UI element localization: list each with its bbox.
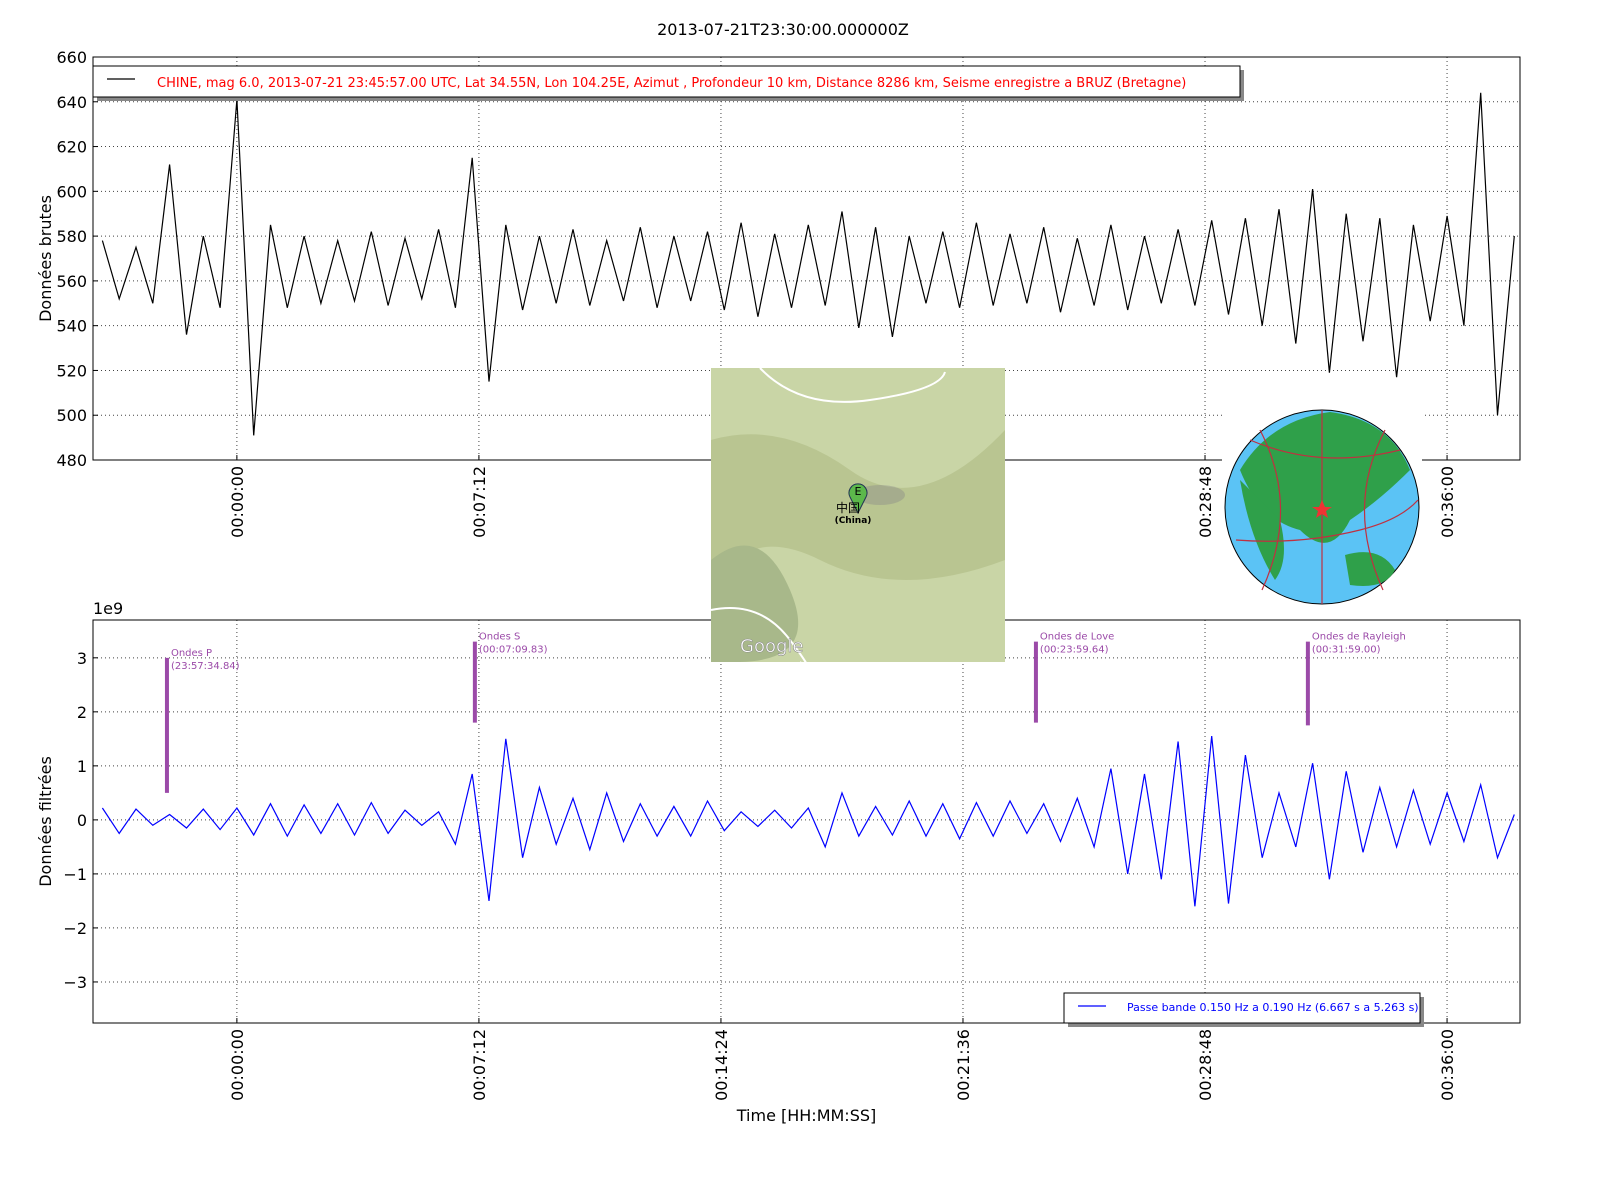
legend-label: CHINE, mag 6.0, 2013-07-21 23:45:57.00 U…: [157, 76, 1186, 91]
y-tick-label: −1: [63, 865, 87, 884]
y-tick-label: 3: [77, 649, 87, 668]
y-tick-label: 500: [56, 406, 87, 425]
map-terrain: [711, 545, 799, 662]
legend-box: [92, 65, 1241, 98]
x-axis-label: Time [HH:MM:SS]: [736, 1106, 877, 1125]
x-tick-label: 00:07:12: [470, 466, 489, 538]
annotation-time: (00:07:09.83): [479, 645, 548, 656]
legend-label: Passe bande 0.150 Hz a 0.190 Hz (6.667 s…: [1127, 1001, 1419, 1014]
y-tick-label: 560: [56, 272, 87, 291]
y-tick-label: 620: [56, 138, 87, 157]
map-credit: Google: [740, 636, 803, 657]
pin-shadow: [855, 485, 905, 505]
figure-title: 2013-07-21T23:30:00.000000Z: [657, 20, 909, 39]
annotation-label: Ondes de Rayleigh: [1312, 632, 1406, 643]
y-tick-label: 600: [56, 182, 87, 201]
map-pin: [848, 483, 868, 515]
annotation-label: Ondes de Love: [1040, 632, 1114, 643]
y-tick-label: −3: [63, 973, 87, 992]
y-axis-label: Données brutes: [36, 195, 55, 322]
annotation-label: Ondes P: [171, 648, 212, 659]
y-tick-label: 540: [56, 317, 87, 336]
annotation-time: (23:57:34.84): [171, 661, 240, 672]
x-tick-label: 00:07:12: [470, 1029, 489, 1101]
globe-land: [1240, 412, 1410, 543]
y-tick-label: 640: [56, 93, 87, 112]
annotation-time: (00:23:59.64): [1040, 645, 1109, 656]
legend-box: [1063, 992, 1421, 1024]
map-label: (China): [835, 516, 872, 526]
y-tick-label: 520: [56, 361, 87, 380]
epicenter: [1312, 500, 1332, 518]
map-border: [759, 367, 946, 403]
y-tick-label: −2: [63, 919, 87, 938]
x-tick-label: 00:00:00: [228, 1029, 247, 1101]
pin-label: E: [855, 485, 862, 498]
series-line: [101, 736, 1515, 907]
x-tick-label: 00:00:00: [228, 466, 247, 538]
x-tick-label: 00:28:48: [1196, 466, 1215, 538]
x-tick-label: 00:14:24: [712, 1029, 731, 1101]
map-label: 中国: [836, 500, 860, 515]
x-tick-label: 00:36:00: [1438, 1029, 1457, 1101]
globe-land: [1240, 480, 1284, 580]
series-line: [101, 92, 1515, 436]
map-terrain: [711, 430, 1005, 600]
x-tick-label: 00:21:36: [954, 1029, 973, 1101]
y-tick-label: 2: [77, 703, 87, 722]
x-tick-label: 00:28:48: [1196, 1029, 1215, 1101]
y-tick-label: 660: [56, 48, 87, 67]
globe-land: [1345, 552, 1395, 586]
x-tick-label: 00:36:00: [1438, 466, 1457, 538]
y-tick-label: 0: [77, 811, 87, 830]
annotation-time: (00:31:59.00): [1312, 645, 1381, 656]
globe-inset: [1222, 405, 1422, 610]
annotation-label: Ondes S: [479, 632, 520, 643]
map-inset: E 中国 (China) Google: [710, 367, 1005, 669]
y-axis-label: Données filtrées: [36, 756, 55, 887]
y-tick-label: 480: [56, 451, 87, 470]
map-border: [710, 607, 809, 669]
y-tick-label: 1: [77, 757, 87, 776]
y-tick-label: 580: [56, 227, 87, 246]
offset-label: 1e9: [93, 599, 123, 618]
overlay: E 中国 (China) Google: [710, 367, 1422, 669]
